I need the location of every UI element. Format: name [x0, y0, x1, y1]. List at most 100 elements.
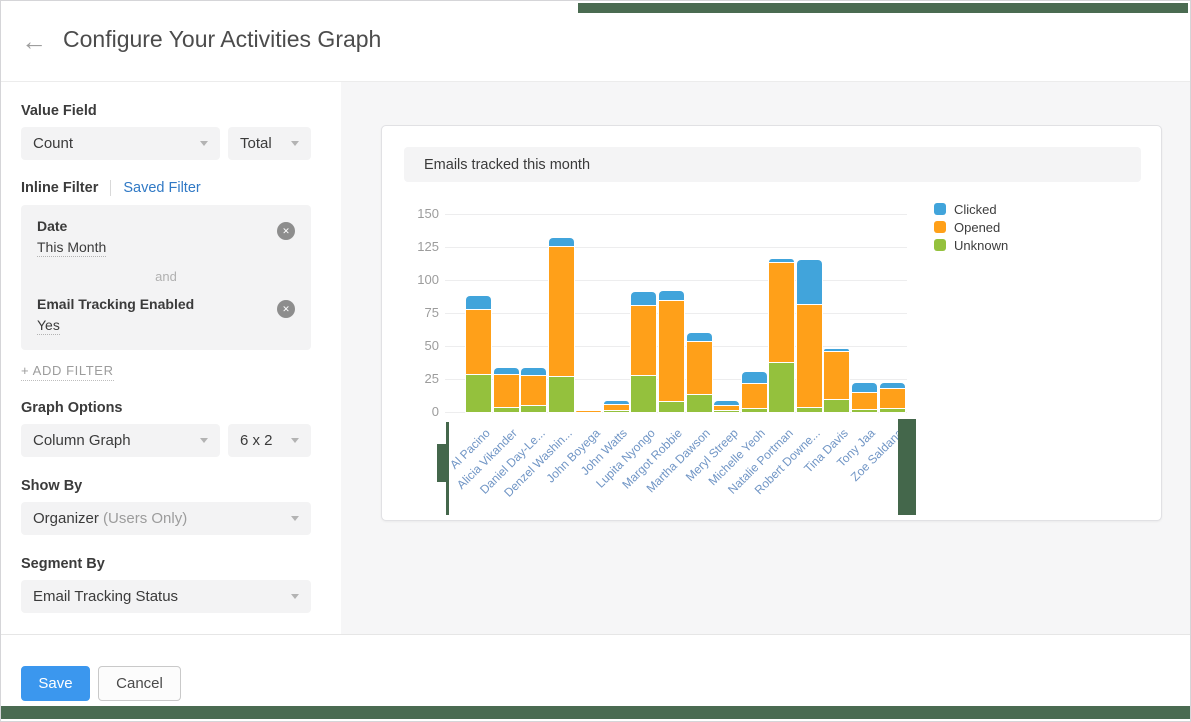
bar-segment-unknown	[548, 376, 574, 412]
y-axis-tick-label: 150	[417, 206, 439, 221]
legend-item-opened[interactable]: Opened	[934, 218, 1008, 236]
back-arrow-icon[interactable]: ←	[21, 26, 47, 56]
bar-segment-opened	[603, 403, 629, 411]
bar-segment-opened	[851, 392, 877, 410]
chevron-down-icon	[200, 438, 208, 443]
bar-segment-unknown	[879, 408, 905, 412]
segment-by-select[interactable]: Email Tracking Status	[21, 580, 311, 613]
show-by-value: Organizer	[33, 510, 99, 527]
header: ← Configure Your Activities Graph	[1, 1, 1190, 82]
add-filter-button[interactable]: + ADD FILTER	[21, 363, 114, 381]
bar-segment-opened	[493, 373, 519, 407]
bar-segment-opened	[521, 375, 547, 406]
footer: Save Cancel	[1, 634, 1190, 706]
background-artifact	[437, 444, 447, 482]
bar-segment-opened	[769, 261, 795, 362]
filter-value[interactable]: This Month	[37, 239, 107, 257]
bar-segment-opened	[631, 305, 657, 376]
remove-filter-icon[interactable]: ✕	[277, 300, 295, 318]
tab-inline-filter[interactable]: Inline Filter	[21, 180, 99, 196]
bar-segment-clicked	[521, 368, 547, 376]
legend-item-unknown[interactable]: Unknown	[934, 236, 1008, 254]
chart-legend: Clicked Opened Unknown	[934, 200, 1008, 254]
background-artifact	[446, 422, 449, 515]
filter-row-date: Date This Month ✕	[37, 218, 295, 257]
bar-segment-unknown	[686, 393, 712, 412]
bar-segment-clicked	[796, 260, 822, 304]
filter-row-email-tracking: Email Tracking Enabled Yes ✕	[37, 296, 295, 335]
bar-segment-unknown	[741, 408, 767, 412]
bar-segment-opened	[796, 303, 822, 407]
legend-label: Opened	[954, 219, 1001, 235]
legend-label: Clicked	[954, 201, 997, 217]
save-button[interactable]: Save	[21, 666, 90, 701]
show-by-label: Show By	[21, 478, 83, 494]
chevron-down-icon	[291, 516, 299, 521]
graph-type-value: Column Graph	[33, 432, 131, 449]
value-field-aggregate-select[interactable]: Total	[228, 127, 311, 160]
graph-options-label: Graph Options	[21, 400, 123, 416]
bar-segment-clicked	[824, 348, 850, 352]
graph-size-select[interactable]: 6 x 2	[228, 424, 311, 457]
legend-label: Unknown	[954, 237, 1009, 253]
value-field-metric-value: Count	[33, 135, 74, 152]
background-artifact	[898, 419, 916, 515]
segment-by-value: Email Tracking Status	[33, 588, 179, 605]
y-axis-tick-label: 75	[424, 305, 439, 320]
cancel-button[interactable]: Cancel	[98, 666, 181, 701]
bar-segment-unknown	[658, 401, 684, 412]
legend-item-clicked[interactable]: Clicked	[934, 200, 1008, 218]
bar-segment-clicked	[686, 332, 712, 341]
graph-type-select[interactable]: Column Graph	[21, 424, 220, 457]
bar-segment-clicked	[851, 382, 877, 393]
bar-segment-clicked	[879, 382, 905, 389]
bar-segment-opened	[658, 299, 684, 402]
y-axis-tick-label: 100	[417, 272, 439, 287]
preview-area: Emails tracked this month Clicked Opened U…	[341, 82, 1190, 634]
tab-separator	[110, 180, 112, 196]
bar-segment-clicked	[769, 258, 795, 262]
bar-segment-opened	[714, 405, 740, 411]
bar-segment-unknown	[603, 410, 629, 412]
filter-field-name: Email Tracking Enabled	[37, 296, 195, 312]
bar-segment-clicked	[603, 401, 629, 404]
show-by-select[interactable]: Organizer (Users Only)	[21, 502, 311, 535]
chevron-down-icon	[291, 438, 299, 443]
bar-segment-opened	[686, 340, 712, 394]
chevron-down-icon	[291, 141, 299, 146]
page-title: Configure Your Activities Graph	[63, 26, 382, 52]
y-axis-tick-label: 0	[431, 404, 439, 419]
gridline	[445, 214, 907, 215]
gridline	[445, 280, 907, 281]
gridline	[445, 412, 907, 413]
tab-saved-filter[interactable]: Saved Filter	[123, 180, 201, 196]
value-field-metric-select[interactable]: Count	[21, 127, 220, 160]
y-axis-tick-label: 125	[417, 239, 439, 254]
chevron-down-icon	[200, 141, 208, 146]
bar-segment-unknown	[631, 375, 657, 412]
bar-segment-opened	[466, 309, 491, 374]
y-axis-tick-label: 25	[424, 371, 439, 386]
segment-by-label: Segment By	[21, 556, 105, 572]
legend-swatch	[934, 239, 946, 251]
bar-segment-unknown	[521, 405, 547, 412]
config-sidebar: Value Field Count Total Inline Filter Sa…	[1, 82, 341, 634]
filter-conjunction: and	[155, 269, 177, 284]
background-page-top-bar	[578, 3, 1188, 13]
bar-segment-opened	[548, 245, 574, 377]
filter-value[interactable]: Yes	[37, 317, 60, 335]
bar-segment-clicked	[631, 291, 657, 306]
bar-segment-clicked	[658, 290, 684, 300]
bar-segment-unknown	[466, 373, 491, 412]
chevron-down-icon	[291, 594, 299, 599]
chart-card: Emails tracked this month Clicked Opened U…	[381, 125, 1162, 521]
bar-segment-clicked	[548, 237, 574, 246]
bar-segment-clicked	[466, 295, 491, 310]
bar-segment-clicked	[741, 372, 767, 383]
value-field-aggregate-value: Total	[240, 135, 272, 152]
bar-segment-opened	[824, 351, 850, 399]
remove-filter-icon[interactable]: ✕	[277, 222, 295, 240]
background-page-bottom-bar	[1, 706, 1190, 719]
y-axis-tick-label: 50	[424, 338, 439, 353]
